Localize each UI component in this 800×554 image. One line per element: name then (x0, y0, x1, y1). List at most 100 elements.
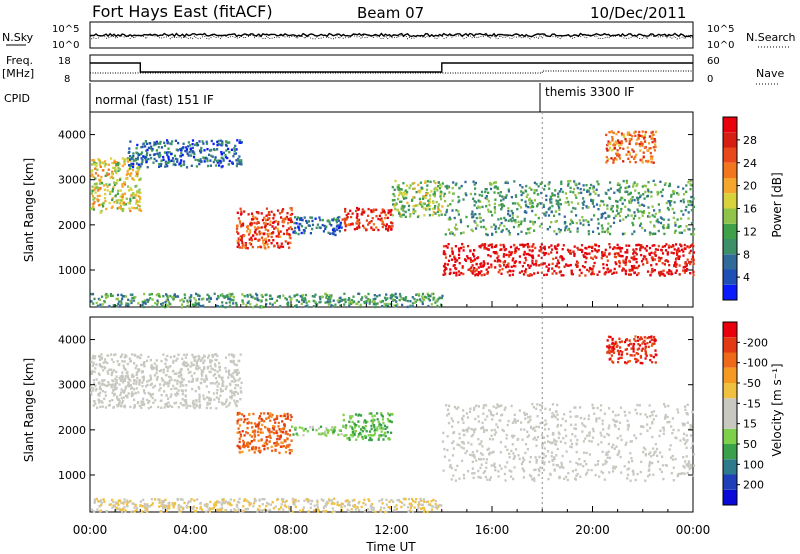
echo-cell (205, 142, 209, 145)
echo-cell (124, 295, 128, 298)
echo-cell (179, 384, 182, 388)
colorbar-segment (723, 208, 737, 224)
echo-cell (452, 264, 455, 267)
echo-cell (184, 146, 188, 149)
echo-cell (334, 230, 337, 233)
echo-cell (566, 478, 569, 482)
echo-cell (355, 438, 358, 441)
echo-cell (130, 194, 133, 197)
echo-cell (606, 149, 609, 152)
echo-cell (550, 244, 553, 247)
echo-cell (396, 296, 399, 299)
echo-cell (432, 193, 435, 196)
echo-cell (333, 227, 336, 231)
echo-cell (150, 157, 153, 160)
echo-cell (618, 141, 621, 144)
echo-cell (168, 404, 171, 407)
echo-cell (180, 303, 184, 306)
echo-cell (498, 404, 501, 408)
echo-cell (309, 216, 312, 219)
echo-cell (146, 300, 149, 303)
echo-cell (213, 148, 216, 152)
echo-cell (238, 236, 242, 239)
echo-cell (533, 189, 536, 192)
echo-cell (121, 195, 124, 198)
echo-cell (531, 205, 534, 208)
echo-cell (490, 434, 493, 437)
echo-cell (244, 245, 247, 249)
echo-cell (390, 208, 393, 212)
echo-cell (170, 393, 173, 396)
echo-cell (250, 243, 253, 246)
echo-cell (116, 192, 119, 195)
frequency-trace (90, 62, 693, 73)
echo-cell (278, 435, 281, 438)
echo-cell (458, 432, 461, 436)
echo-cell (460, 184, 463, 188)
echo-cell (97, 174, 100, 177)
echo-cell (450, 466, 453, 470)
echo-cell (627, 150, 630, 153)
echo-cell (214, 382, 217, 385)
echo-cell (592, 265, 595, 268)
echo-cell (243, 210, 246, 213)
echo-cell (599, 204, 602, 207)
echo-cell (119, 189, 122, 192)
echo-cell (434, 181, 437, 185)
echo-cell (141, 370, 144, 373)
echo-cell (450, 231, 453, 234)
echo-cell (296, 216, 299, 219)
echo-cell (196, 158, 200, 162)
echo-cell (206, 157, 209, 160)
echo-cell (631, 269, 634, 272)
echo-cell (562, 274, 565, 277)
echo-cell (633, 181, 636, 184)
echo-cell (294, 231, 297, 235)
echo-cell (471, 264, 474, 267)
echo-cell (405, 193, 408, 196)
echo-cell (186, 301, 189, 304)
echo-cell (222, 380, 225, 383)
echo-cell (122, 202, 125, 206)
echo-cell (601, 419, 604, 422)
echo-cell (620, 247, 624, 250)
echo-cell (439, 190, 442, 193)
echo-cell (278, 296, 282, 299)
echo-cell (164, 403, 167, 406)
echo-cell (217, 142, 220, 146)
echo-cell (570, 445, 573, 449)
echo-cell (259, 431, 262, 434)
echo-cell (165, 299, 168, 302)
echo-cell (227, 147, 230, 151)
echo-cell (623, 232, 626, 235)
echo-cell (555, 443, 558, 446)
echo-cell (257, 433, 260, 437)
echo-cell (202, 361, 205, 364)
echo-cell (356, 212, 359, 216)
echo-cell (165, 404, 169, 407)
echo-cell (222, 151, 225, 154)
echo-cell (236, 384, 240, 387)
echo-cell (464, 192, 467, 195)
echo-cell (295, 293, 299, 297)
echo-cell (547, 477, 550, 481)
echo-cell (524, 203, 528, 206)
echo-cell (555, 272, 558, 275)
echo-cell (569, 190, 572, 193)
echo-cell (119, 205, 122, 208)
echo-cell (677, 193, 680, 196)
echo-cell (632, 185, 635, 188)
echo-cell (462, 198, 465, 201)
echo-cell (666, 251, 669, 254)
echo-cell (460, 446, 463, 449)
echo-cell (92, 379, 95, 382)
echo-cell (531, 220, 534, 224)
echo-cell (648, 463, 651, 466)
echo-cell (482, 471, 485, 474)
echo-cell (528, 266, 531, 269)
echo-cell (237, 379, 240, 382)
echo-cell (499, 441, 502, 444)
echo-cell (156, 292, 160, 296)
echo-cell (484, 190, 487, 194)
echo-cell (137, 194, 140, 198)
